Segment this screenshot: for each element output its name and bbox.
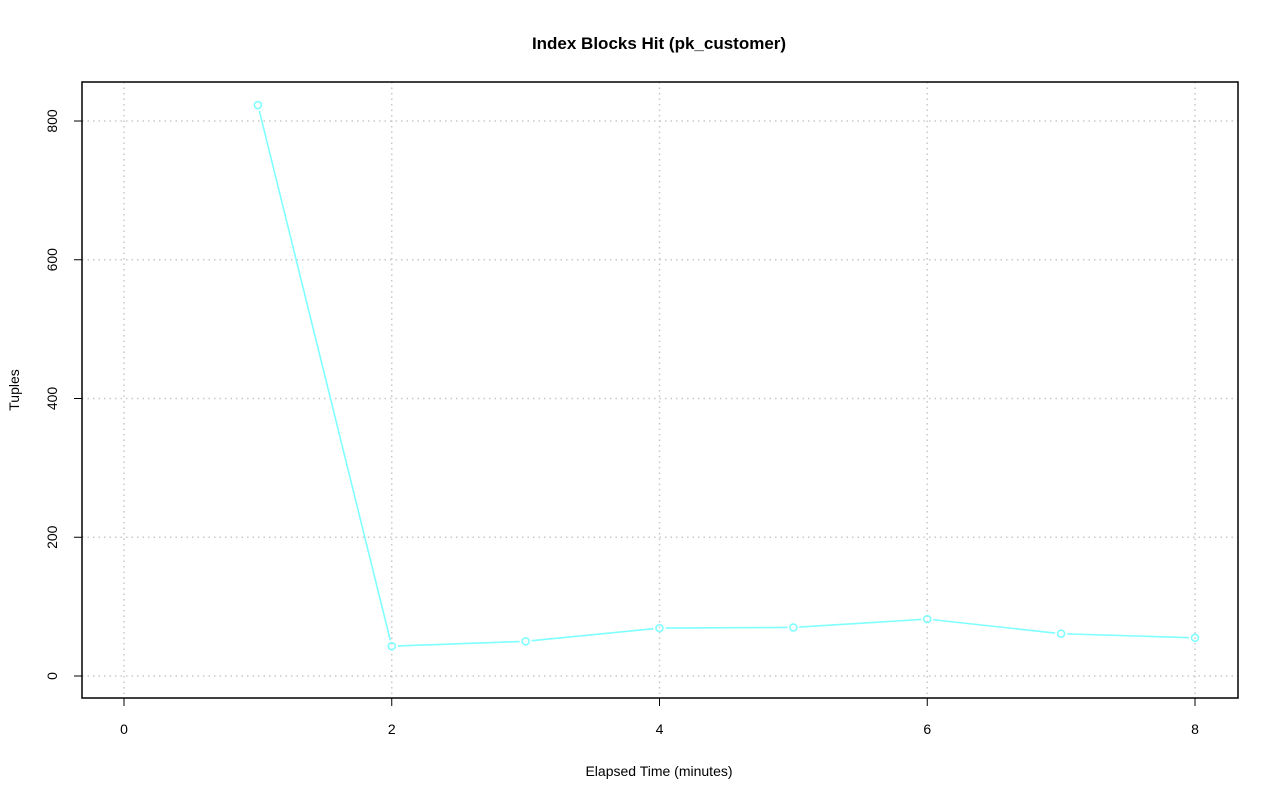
series-line-segment xyxy=(258,110,392,641)
y-tick-label: 0 xyxy=(44,672,60,680)
x-tick-label: 6 xyxy=(923,721,931,737)
series-line-segment xyxy=(1067,633,1190,639)
data-point xyxy=(387,641,397,651)
x-tick-label: 8 xyxy=(1191,721,1199,737)
x-axis-label: Elapsed Time (minutes) xyxy=(585,763,732,779)
plot-frame xyxy=(81,81,1239,699)
series-line-segment xyxy=(397,640,520,647)
y-tick-label: 200 xyxy=(44,525,60,549)
data-point xyxy=(253,100,263,110)
data-point xyxy=(789,623,798,632)
series-line-segment xyxy=(531,627,654,642)
y-tick-label: 800 xyxy=(44,109,60,133)
y-tick-label: 600 xyxy=(44,248,60,272)
data-point xyxy=(922,614,932,624)
x-axis: 0 2 4 6 8 xyxy=(120,698,1199,737)
series-line-segment xyxy=(799,618,922,628)
chart-title: Index Blocks Hit (pk_customer) xyxy=(532,34,786,53)
data-point xyxy=(521,637,530,646)
series xyxy=(253,100,1200,651)
x-tick-label: 2 xyxy=(388,721,396,737)
data-point xyxy=(655,623,664,633)
y-axis-label: Tuples xyxy=(6,369,22,411)
y-axis: 0 200 400 600 800 xyxy=(44,109,82,680)
x-tick-label: 0 xyxy=(120,721,128,737)
x-tick-label: 4 xyxy=(656,721,664,737)
grid xyxy=(82,82,1238,698)
series-line-segment xyxy=(933,618,1056,634)
series-line-segment xyxy=(665,626,788,629)
y-tick-label: 400 xyxy=(44,387,60,411)
data-point xyxy=(1190,633,1200,643)
data-point xyxy=(1056,629,1066,638)
